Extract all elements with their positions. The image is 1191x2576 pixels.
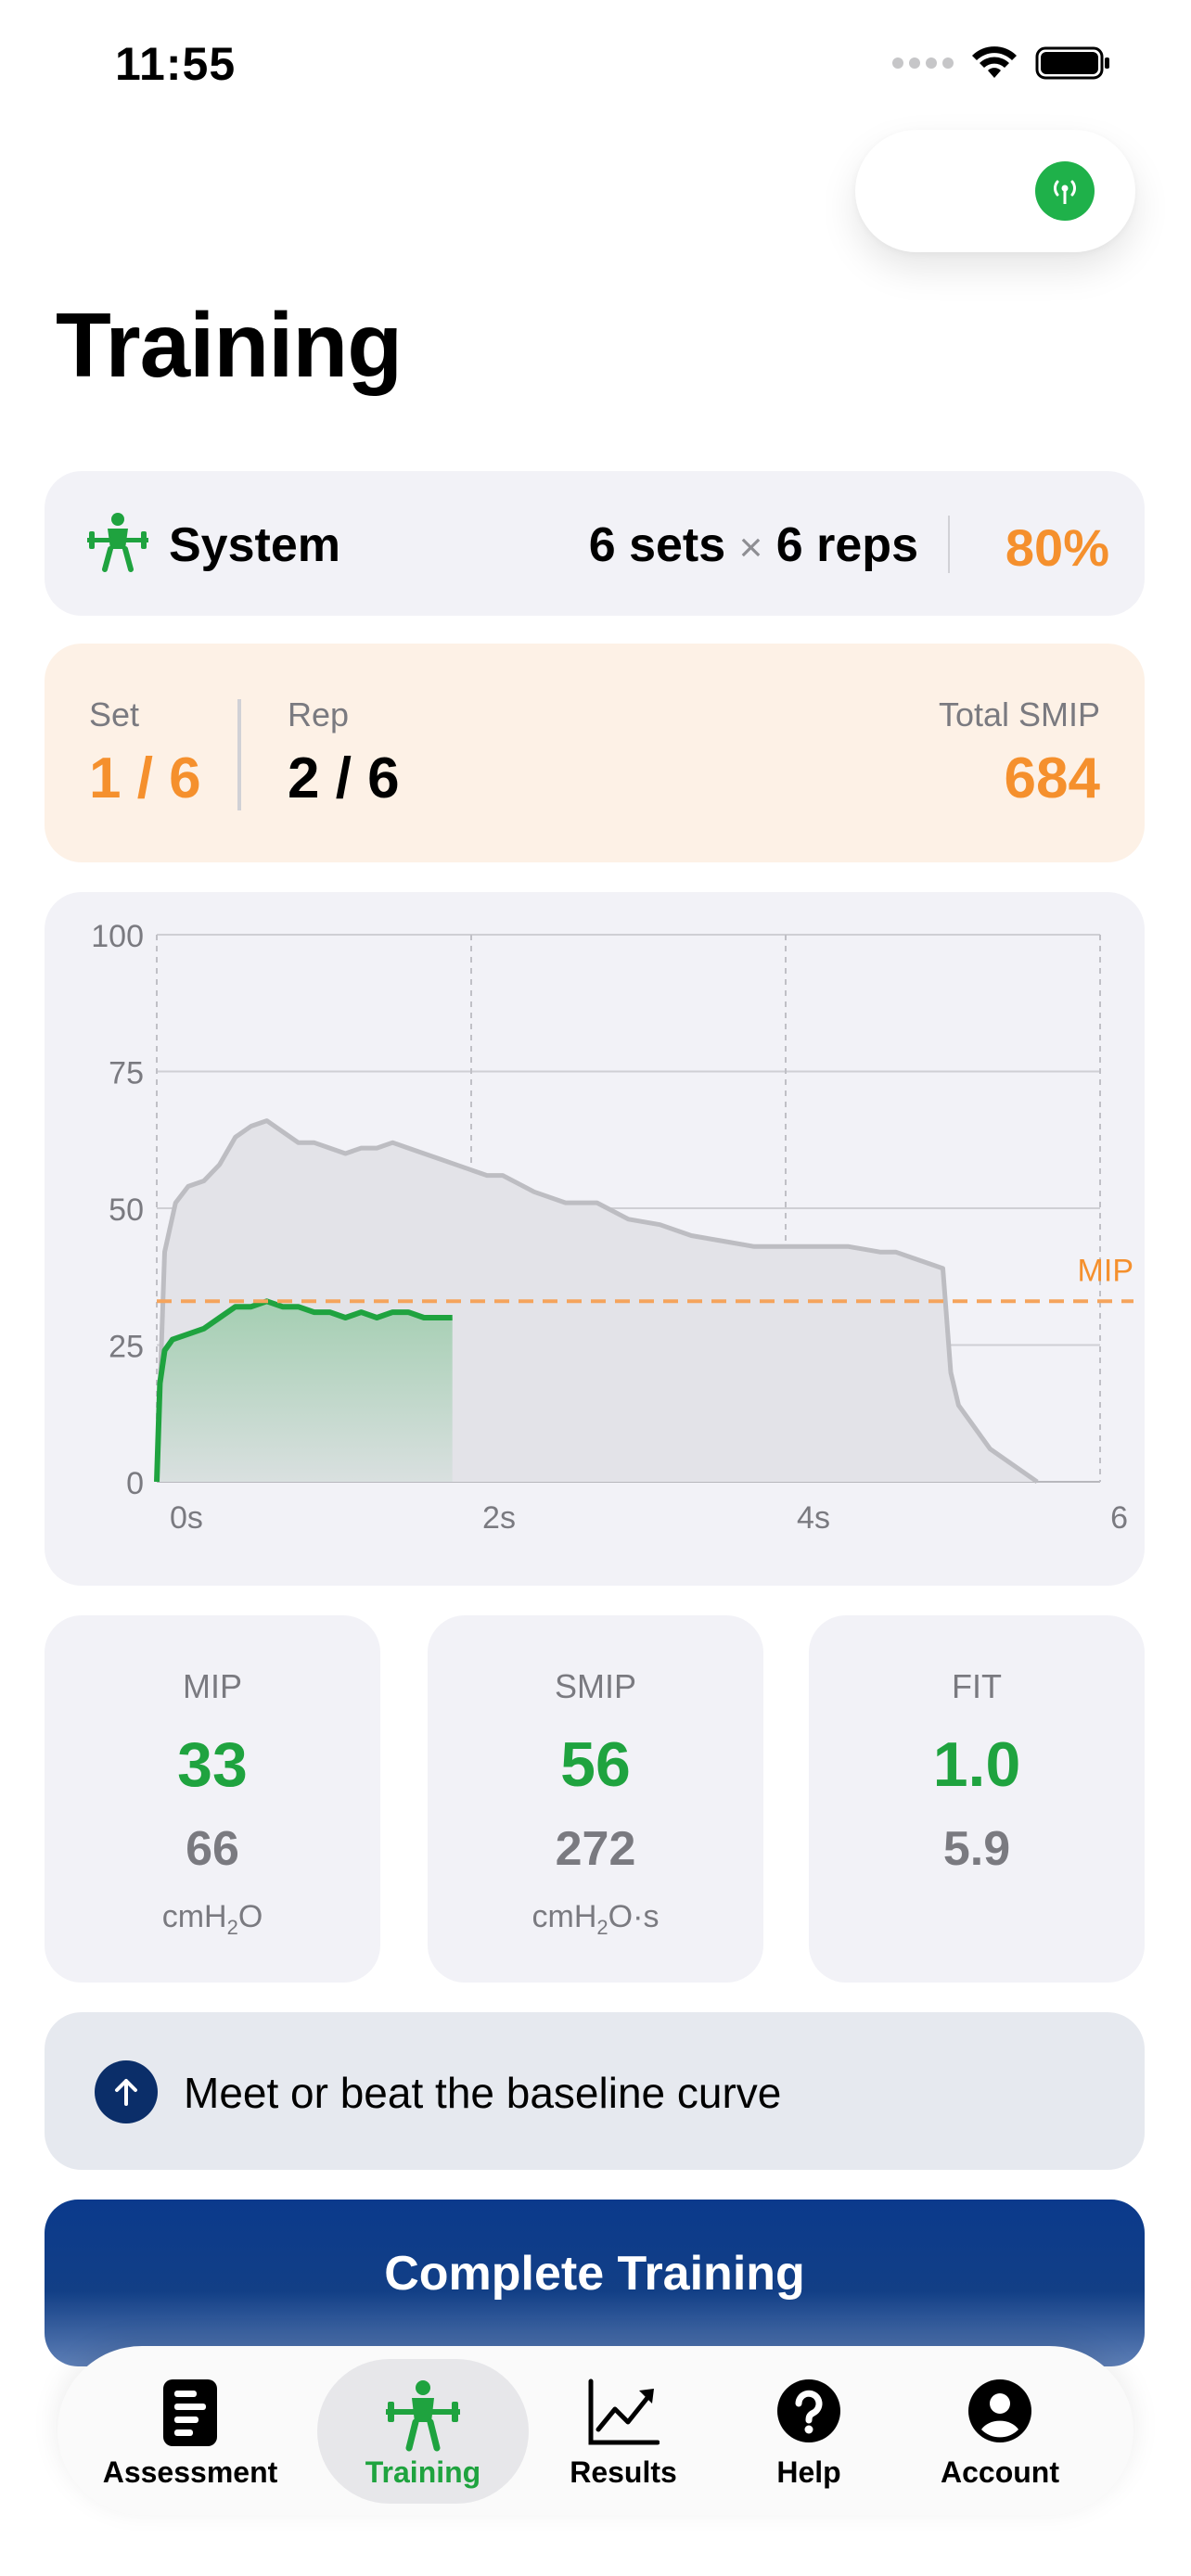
divider (948, 516, 950, 573)
tab-results[interactable]: Results (540, 2346, 707, 2515)
tab-label: Results (570, 2455, 677, 2489)
baseline-line (154, 1118, 1039, 1485)
tab-help[interactable]: Help (735, 2346, 883, 2515)
status-icons (892, 45, 1111, 82)
stat-current: 56 (560, 1729, 631, 1800)
chart-trend-icon (588, 2378, 660, 2445)
stat-title: FIT (952, 1667, 1002, 1705)
device-status-pill[interactable] (855, 130, 1135, 252)
status-time: 11:55 (115, 38, 237, 90)
y-tick-label: 100 (91, 919, 144, 954)
clipboard-icon (163, 2379, 217, 2446)
battery-icon (1035, 46, 1109, 80)
set-label: Set (89, 695, 140, 733)
rep-label: Rep (288, 695, 350, 733)
stat-unit: cmH2O·s (531, 1899, 660, 1939)
tab-bar: Assessment Training Results Help (58, 2346, 1133, 2515)
tab-label: Help (776, 2455, 841, 2489)
times-sign: × (738, 525, 763, 570)
tip-banner: Meet or beat the baseline curve (45, 2012, 1145, 2170)
tab-label: Assessment (102, 2455, 278, 2489)
stat-current: 33 (177, 1729, 248, 1800)
help-circle-icon (777, 2379, 840, 2442)
y-tick-label: 0 (126, 1466, 144, 1501)
current-area (157, 1301, 453, 1482)
stat-unit: cmH2O (161, 1899, 263, 1939)
current-line (154, 1298, 453, 1483)
cellular-icon (892, 57, 954, 69)
stat-baseline: 5.9 (942, 1822, 1011, 1876)
pressure-chart: 100 75 50 25 0 0s 2s 4s 6 MIP (91, 919, 1133, 1536)
system-card[interactable]: System 6 sets × 6 reps 80% (45, 471, 1145, 616)
divider (237, 699, 241, 810)
tip-text: Meet or beat the baseline curve (184, 2069, 782, 2117)
mip-threshold-label: MIP (1078, 1253, 1133, 1288)
fit-stat-card: FIT 1.0 5.9 (809, 1615, 1145, 1983)
reps-text: 6 reps (775, 518, 918, 572)
sets-text: 6 sets (588, 518, 726, 572)
stat-baseline: 66 (186, 1822, 239, 1876)
complete-training-label: Complete Training (384, 2247, 805, 2301)
total-smip-value: 684 (1004, 746, 1100, 810)
tab-label: Account (941, 2455, 1059, 2489)
stat-title: MIP (182, 1667, 242, 1705)
x-tick-label: 4s (797, 1500, 830, 1536)
x-tick-label: 6 (1110, 1500, 1128, 1536)
progress-card: Set 1 / 6 Rep 2 / 6 Total SMIP 684 (45, 644, 1145, 862)
y-tick-label: 75 (109, 1056, 144, 1091)
tab-label: Training (365, 2455, 481, 2489)
tab-training[interactable]: Training (327, 2346, 519, 2515)
complete-training-button[interactable]: Complete Training (45, 2200, 1145, 2366)
stat-baseline: 272 (555, 1822, 636, 1876)
pressure-chart-card: 100 75 50 25 0 0s 2s 4s 6 MIP (45, 892, 1145, 1586)
arrow-up-circle-icon (95, 2060, 158, 2123)
tab-assessment[interactable]: Assessment (93, 2346, 288, 2515)
barbell-person-icon (386, 2380, 460, 2452)
stat-title: SMIP (554, 1667, 636, 1705)
x-tick-label: 0s (170, 1500, 203, 1536)
y-tick-label: 25 (109, 1330, 144, 1365)
account-circle-icon (968, 2379, 1031, 2442)
smip-stat-card: SMIP 56 272 cmH2O·s (428, 1615, 763, 1983)
intensity-percent: 80% (1005, 518, 1109, 577)
page-title: Training (56, 294, 403, 396)
barbell-person-icon (87, 513, 148, 572)
rep-value: 2 / 6 (288, 746, 400, 810)
mip-stat-card: MIP 33 66 cmH2O (45, 1615, 380, 1983)
sets-reps: 6 sets × 6 reps (589, 517, 918, 573)
y-tick-label: 50 (109, 1192, 144, 1228)
antenna-icon (1035, 161, 1095, 221)
wifi-icon (972, 46, 1017, 78)
x-tick-label: 2s (482, 1500, 516, 1536)
set-value: 1 / 6 (89, 746, 201, 810)
stat-current: 1.0 (932, 1729, 1021, 1800)
total-smip-label: Total SMIP (938, 695, 1100, 733)
system-name: System (169, 518, 340, 572)
tab-account[interactable]: Account (909, 2346, 1091, 2515)
